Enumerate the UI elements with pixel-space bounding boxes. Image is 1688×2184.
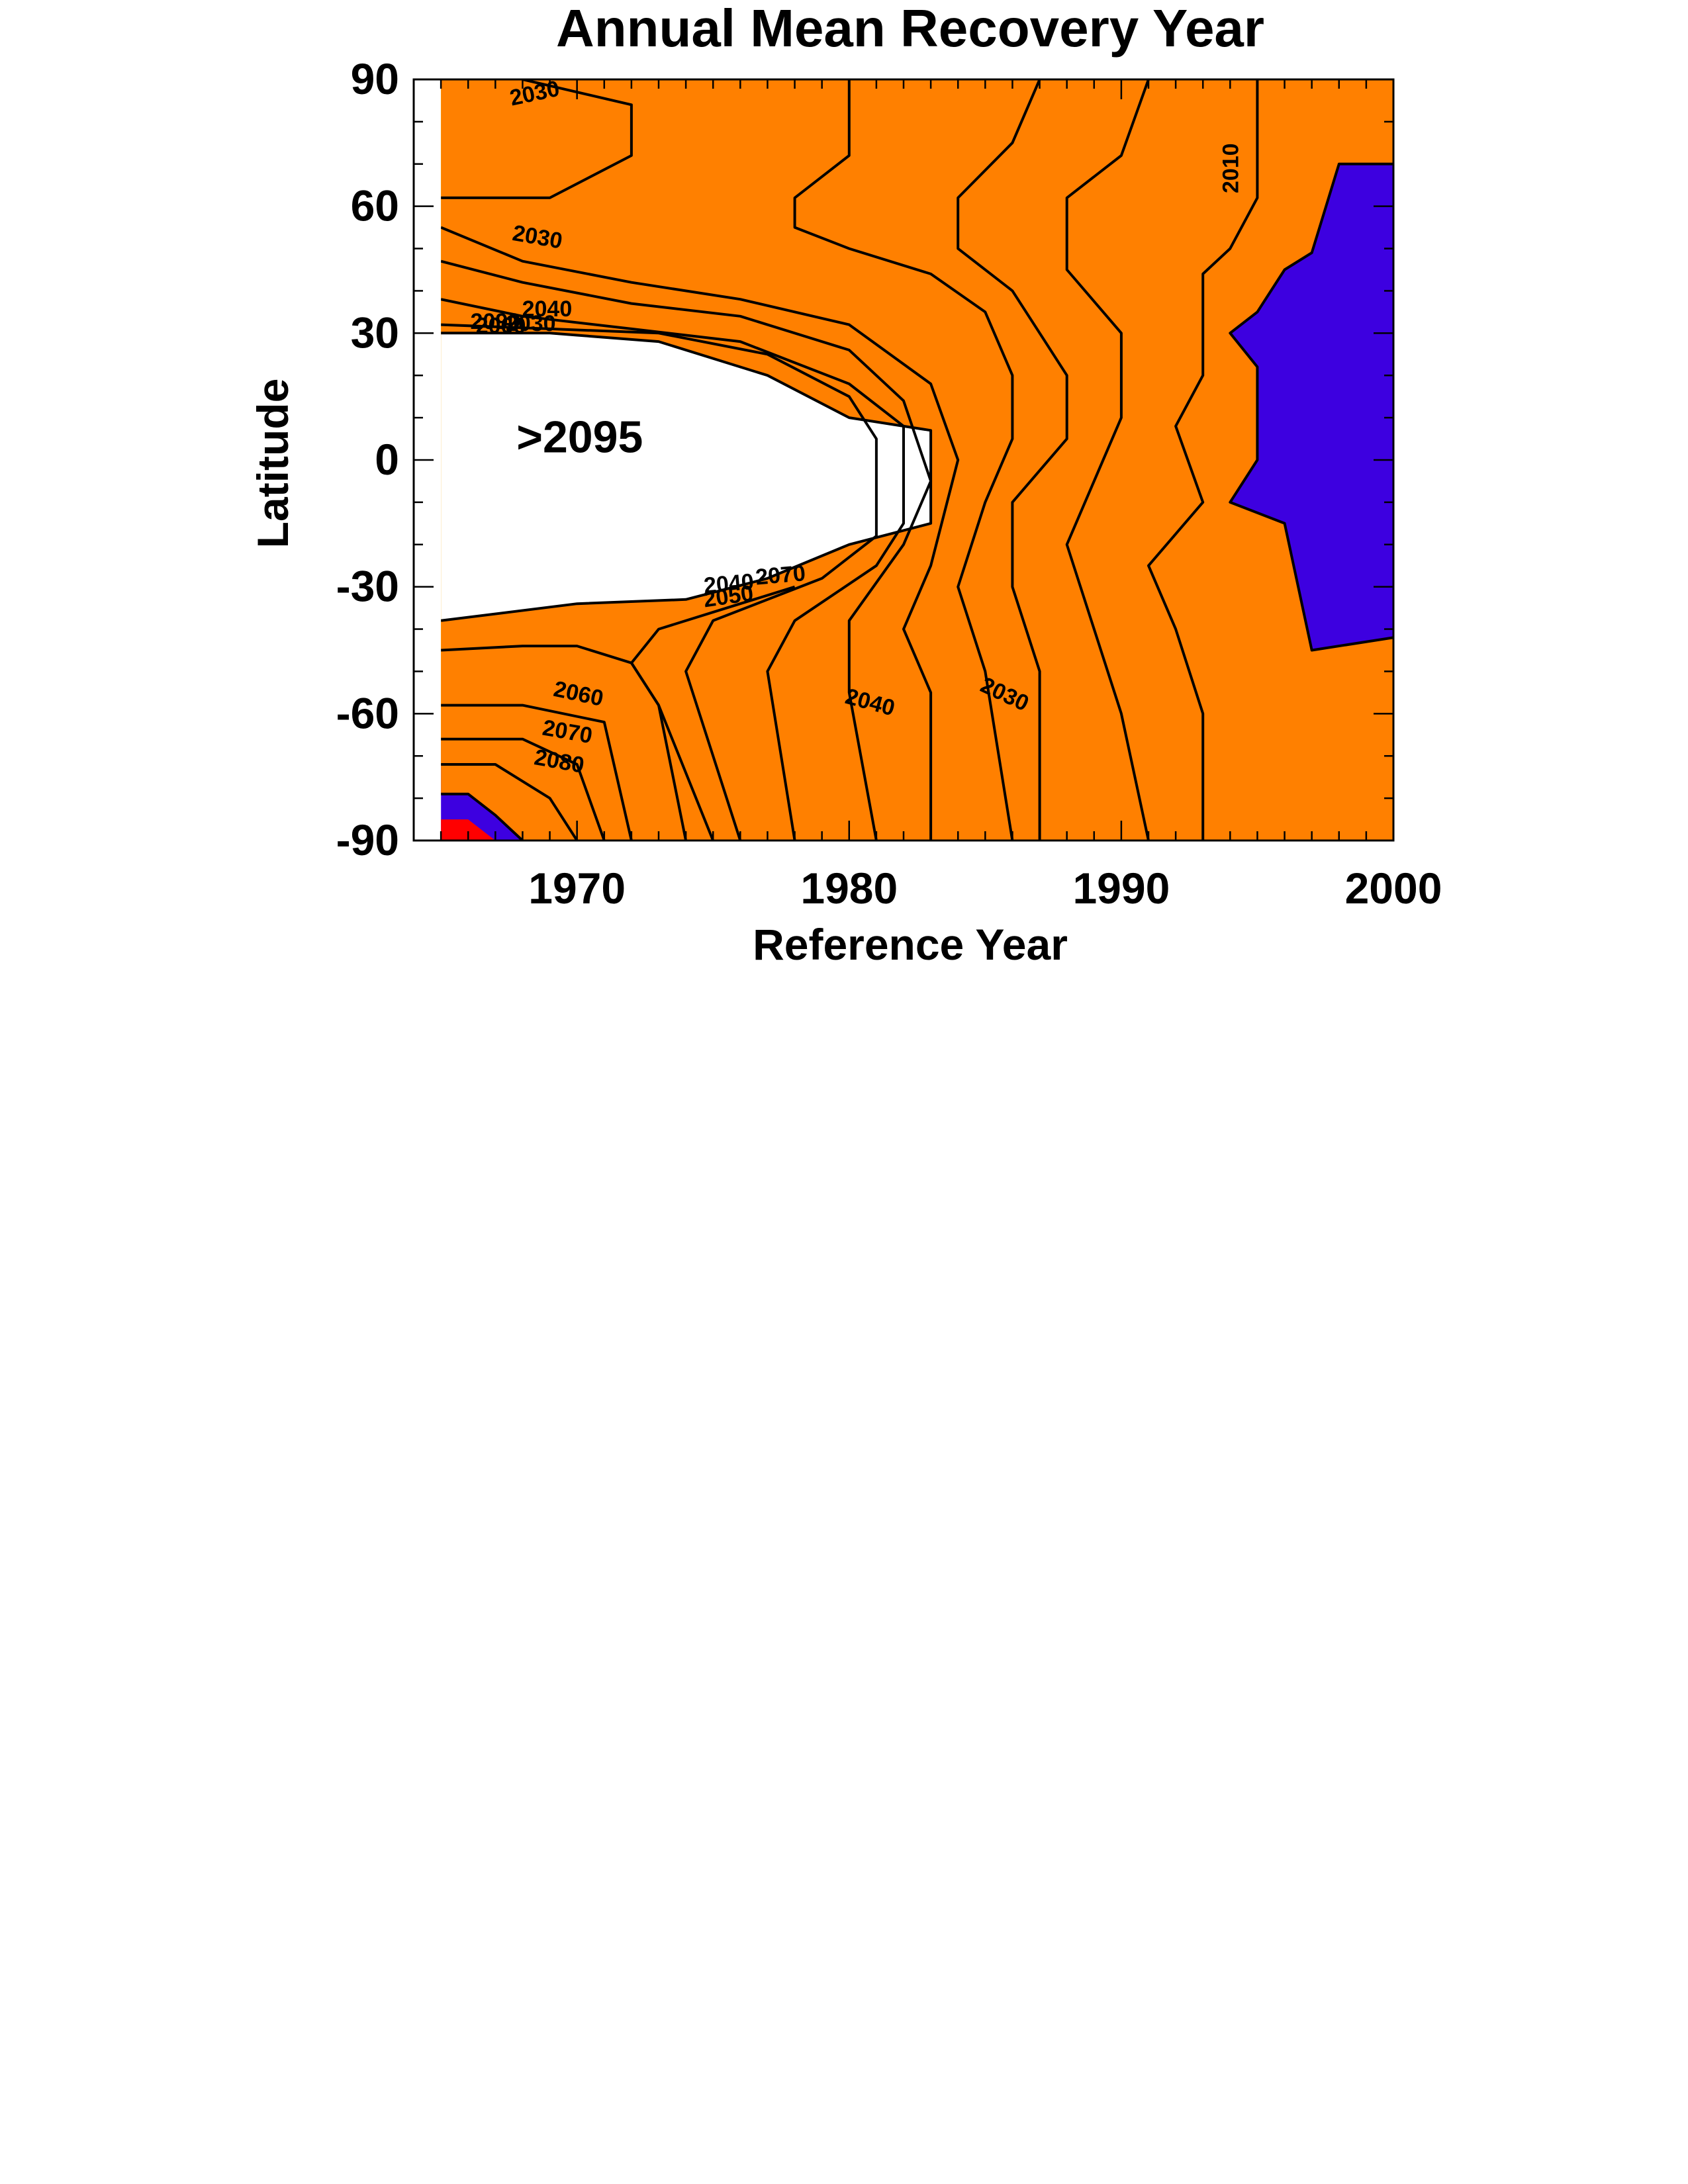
contour-label: 2010 (1219, 143, 1244, 193)
band-2005 (1230, 163, 1393, 651)
contour-label: 2090 (471, 309, 521, 334)
contour-line-2055 (441, 645, 688, 841)
tick-marks (412, 78, 1395, 842)
contour-line-2015 (1065, 79, 1150, 841)
contour-label: 2040 (522, 296, 573, 322)
y-tick-label: 0 (375, 435, 399, 484)
contour-line-2095 (441, 332, 933, 622)
contour-line-2020 (957, 79, 1068, 841)
contour-line-2030a (441, 79, 633, 199)
x-tick-label: 2000 (1345, 864, 1442, 913)
contour-line-2035 (441, 259, 933, 841)
x-tick-label: 1970 (528, 864, 626, 913)
contour-line-2005 (1229, 162, 1393, 652)
y-tick-label: 90 (351, 54, 399, 103)
x-axis-label: Reference Year (753, 920, 1068, 969)
contour-lines (441, 79, 1393, 841)
chart-title: Annual Mean Recovery Year (556, 0, 1264, 58)
contour-line-2025 (793, 79, 1014, 841)
contour-line-2065 (441, 737, 606, 841)
contour-line-2010 (1147, 79, 1259, 841)
y-axis-label: Latitude (248, 379, 297, 549)
contour-line-2060 (441, 704, 633, 841)
contour-line-2030b (441, 226, 960, 841)
plot-area: 1970 1980 1990 2000 90 60 30 0 -30 -60 -90 >2095 203… (336, 54, 1442, 913)
contour-label: 2040 (703, 569, 755, 598)
contour-fills (441, 79, 1393, 841)
contour-label: 2030 (506, 311, 556, 336)
x-tick-label: 1990 (1072, 864, 1170, 913)
contour-label: 2070 (755, 561, 807, 590)
contour-line-2070 (441, 763, 579, 841)
x-tick-label: 1980 (800, 864, 898, 913)
contour-label: 2060 (476, 313, 526, 338)
y-tick-label: 30 (351, 308, 399, 357)
contour-line-2050 (630, 585, 796, 841)
contour-line-2045 (441, 323, 878, 841)
y-tick-label: -60 (336, 688, 399, 737)
region-over-2095 (441, 333, 931, 621)
contour-line-2080 (441, 792, 524, 841)
y-tick-label: -30 (336, 562, 399, 611)
y-tick-label: 60 (351, 181, 399, 230)
y-tick-label: -90 (336, 815, 399, 864)
band-2090 (441, 819, 496, 841)
annotation-over-2095: >2095 (516, 412, 643, 463)
